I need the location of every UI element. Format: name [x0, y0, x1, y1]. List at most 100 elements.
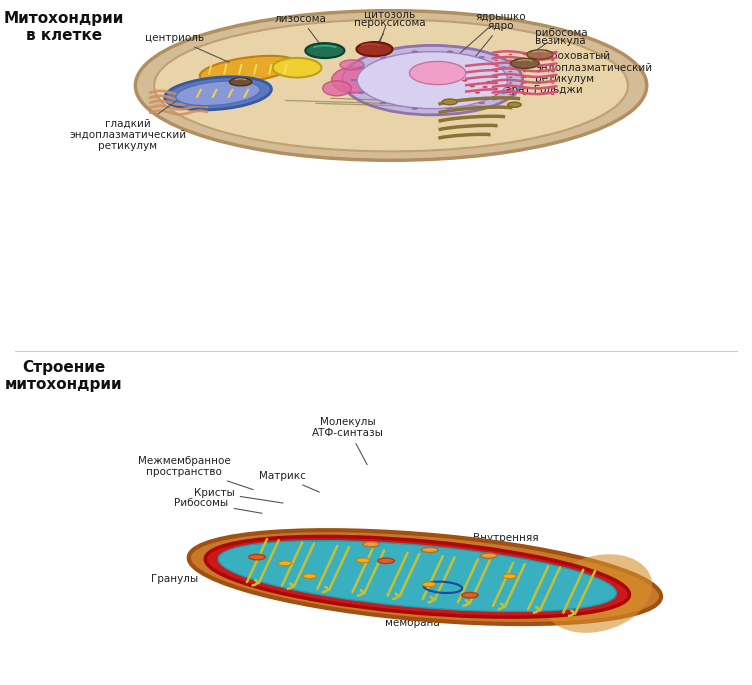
- Ellipse shape: [273, 58, 322, 77]
- Ellipse shape: [411, 108, 418, 110]
- Ellipse shape: [550, 71, 555, 73]
- Ellipse shape: [200, 55, 296, 83]
- Ellipse shape: [483, 86, 487, 88]
- Ellipse shape: [340, 60, 364, 70]
- Ellipse shape: [537, 71, 541, 73]
- Ellipse shape: [523, 54, 526, 55]
- Ellipse shape: [495, 54, 499, 55]
- Ellipse shape: [537, 88, 541, 90]
- Ellipse shape: [495, 94, 499, 95]
- Ellipse shape: [205, 536, 629, 617]
- Text: Матрикс: Матрикс: [259, 471, 320, 492]
- Text: везикула: везикула: [529, 36, 586, 62]
- Ellipse shape: [550, 54, 555, 55]
- Ellipse shape: [503, 574, 517, 579]
- Ellipse shape: [495, 60, 499, 61]
- Text: Рибосомы: Рибосомы: [174, 498, 262, 513]
- Text: Молекулы
АТФ-синтазы: Молекулы АТФ-синтазы: [311, 416, 384, 464]
- Ellipse shape: [422, 582, 435, 586]
- Ellipse shape: [508, 77, 512, 78]
- Ellipse shape: [350, 79, 356, 82]
- Ellipse shape: [508, 65, 512, 66]
- Ellipse shape: [356, 42, 393, 56]
- Ellipse shape: [462, 79, 467, 82]
- Ellipse shape: [323, 81, 351, 96]
- Ellipse shape: [537, 65, 541, 66]
- Text: Наружная
мембрана: Наружная мембрана: [384, 606, 440, 628]
- Text: рибосома: рибосома: [529, 28, 588, 55]
- Text: Межмембранное
пространство: Межмембранное пространство: [138, 456, 253, 490]
- Ellipse shape: [550, 94, 555, 95]
- Ellipse shape: [380, 102, 387, 104]
- Ellipse shape: [218, 540, 617, 612]
- Ellipse shape: [523, 94, 526, 95]
- Ellipse shape: [447, 108, 453, 110]
- Ellipse shape: [358, 66, 365, 69]
- Text: Гранулы: Гранулы: [151, 566, 221, 584]
- Ellipse shape: [154, 20, 628, 151]
- Ellipse shape: [508, 71, 512, 73]
- Ellipse shape: [409, 62, 465, 85]
- Text: аппарат Гольджи: аппарат Гольджи: [485, 86, 583, 100]
- Ellipse shape: [380, 56, 387, 58]
- Text: пероксисома: пероксисома: [353, 18, 426, 47]
- Ellipse shape: [523, 60, 526, 61]
- Ellipse shape: [278, 561, 292, 566]
- Ellipse shape: [508, 88, 512, 90]
- Ellipse shape: [411, 51, 418, 53]
- Ellipse shape: [478, 56, 485, 58]
- Ellipse shape: [508, 60, 512, 61]
- Ellipse shape: [495, 65, 499, 66]
- Text: гладкий
эндоплазматический
ретикулум: гладкий эндоплазматический ретикулум: [69, 96, 186, 151]
- Ellipse shape: [508, 54, 512, 55]
- Ellipse shape: [508, 79, 514, 82]
- Ellipse shape: [495, 88, 499, 90]
- Ellipse shape: [135, 11, 647, 160]
- Ellipse shape: [523, 88, 526, 90]
- Ellipse shape: [550, 65, 555, 66]
- Ellipse shape: [495, 71, 499, 73]
- Text: ДНК: ДНК: [323, 553, 396, 590]
- Ellipse shape: [508, 82, 512, 84]
- Ellipse shape: [475, 92, 480, 94]
- Ellipse shape: [537, 82, 541, 84]
- Ellipse shape: [442, 99, 457, 105]
- Ellipse shape: [422, 547, 438, 553]
- Ellipse shape: [508, 102, 521, 108]
- Ellipse shape: [537, 94, 541, 95]
- Text: лизосома: лизосома: [275, 14, 326, 49]
- Text: Кристы: Кристы: [194, 488, 283, 503]
- Text: Внутренняя
мембрана: Внутренняя мембрана: [472, 533, 538, 585]
- Ellipse shape: [550, 60, 555, 61]
- Ellipse shape: [469, 85, 475, 87]
- Ellipse shape: [500, 92, 507, 94]
- Ellipse shape: [362, 542, 379, 547]
- Ellipse shape: [537, 54, 541, 55]
- Text: Митохондрии
в клетке: Митохондрии в клетке: [4, 11, 124, 43]
- Ellipse shape: [478, 102, 485, 104]
- Ellipse shape: [375, 79, 407, 97]
- Ellipse shape: [481, 553, 497, 558]
- Ellipse shape: [229, 78, 252, 86]
- Text: центриоль: центриоль: [145, 33, 229, 62]
- Ellipse shape: [462, 593, 478, 598]
- Ellipse shape: [511, 58, 539, 68]
- Ellipse shape: [523, 82, 526, 84]
- Ellipse shape: [303, 574, 317, 579]
- Ellipse shape: [523, 71, 526, 73]
- Ellipse shape: [165, 77, 271, 110]
- Ellipse shape: [526, 50, 553, 59]
- Ellipse shape: [543, 554, 652, 633]
- Ellipse shape: [176, 81, 260, 105]
- Text: шероховатый
эндоплазматический
ретикулум: шероховатый эндоплазматический ретикулум: [528, 51, 653, 84]
- Ellipse shape: [523, 77, 526, 78]
- Ellipse shape: [523, 65, 526, 66]
- Ellipse shape: [550, 77, 555, 78]
- Ellipse shape: [357, 51, 508, 109]
- Text: ядро: ядро: [459, 21, 514, 77]
- Ellipse shape: [189, 530, 661, 624]
- Ellipse shape: [356, 558, 370, 563]
- Text: цитозоль: цитозоль: [364, 10, 415, 54]
- Ellipse shape: [495, 77, 499, 78]
- Text: ядрышко: ядрышко: [440, 12, 526, 71]
